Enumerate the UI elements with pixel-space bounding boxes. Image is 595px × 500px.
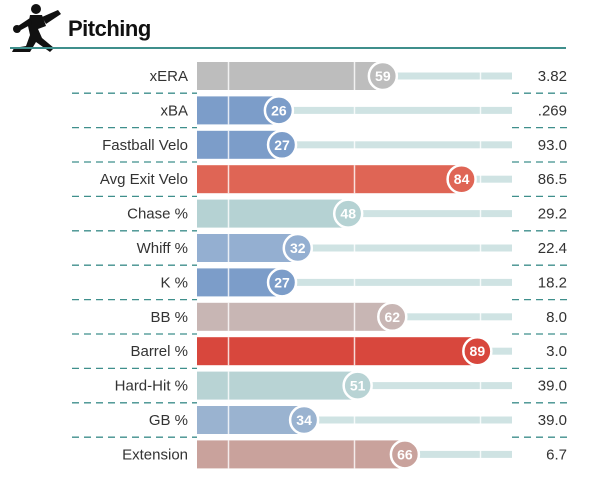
percentile-label: 84 bbox=[454, 171, 470, 187]
percentile-circle bbox=[266, 267, 298, 298]
percentile-circle bbox=[377, 301, 408, 333]
value-label: 22.4 bbox=[538, 240, 567, 257]
metric-label: Hard-Hit % bbox=[115, 378, 188, 395]
percentile-label: 27 bbox=[274, 274, 290, 290]
metric-label: K % bbox=[160, 274, 188, 291]
percentile-bar bbox=[197, 199, 349, 228]
metric-label: xERA bbox=[150, 68, 188, 85]
percentile-label: 32 bbox=[290, 240, 306, 256]
percentile-circle bbox=[263, 95, 295, 126]
percentile-bar bbox=[197, 337, 478, 366]
percentile-circle bbox=[446, 163, 477, 195]
value-label: 39.0 bbox=[538, 378, 567, 395]
metric-label: BB % bbox=[150, 309, 188, 326]
value-label: 6.7 bbox=[546, 446, 567, 463]
percentile-bar bbox=[197, 234, 298, 262]
percentile-circle bbox=[288, 404, 320, 436]
percentile-label: 66 bbox=[397, 446, 413, 462]
percentile-bar bbox=[197, 440, 405, 469]
metric-label: Extension bbox=[122, 446, 188, 463]
percentile-circle bbox=[266, 129, 298, 161]
value-label: 29.2 bbox=[538, 206, 567, 223]
percentile-bar bbox=[197, 406, 305, 434]
percentile-circle bbox=[282, 232, 314, 264]
percentile-label: 48 bbox=[340, 206, 356, 222]
percentile-circle bbox=[342, 370, 373, 401]
percentile-bar bbox=[197, 302, 393, 331]
percentile-label: 26 bbox=[271, 102, 287, 118]
metric-label: Whiff % bbox=[137, 240, 188, 257]
metric-label: Avg Exit Velo bbox=[100, 171, 188, 188]
header: Pitching bbox=[0, 0, 595, 52]
value-label: 3.0 bbox=[546, 343, 567, 360]
percentile-label: 59 bbox=[375, 68, 391, 84]
percentile-circle bbox=[462, 335, 493, 367]
percentile-circle bbox=[389, 439, 421, 470]
percentile-label: 27 bbox=[274, 137, 290, 153]
metric-label: Chase % bbox=[127, 206, 188, 223]
metric-label: xBA bbox=[160, 102, 188, 119]
value-label: 39.0 bbox=[538, 412, 567, 429]
percentile-label: 89 bbox=[470, 343, 486, 359]
metric-label: Barrel % bbox=[130, 343, 188, 360]
value-label: 18.2 bbox=[538, 274, 567, 291]
pitcher-silhouette-icon bbox=[12, 4, 61, 52]
value-label: 93.0 bbox=[538, 137, 567, 154]
percentile-label: 62 bbox=[385, 309, 401, 325]
value-label: 8.0 bbox=[546, 309, 567, 326]
percentile-label: 34 bbox=[296, 412, 312, 428]
title-divider bbox=[10, 47, 566, 49]
metric-label: Fastball Velo bbox=[102, 137, 188, 154]
value-label: 3.82 bbox=[538, 68, 567, 85]
percentile-bar bbox=[197, 371, 358, 400]
value-label: .269 bbox=[538, 102, 567, 119]
value-label: 86.5 bbox=[538, 171, 567, 188]
metric-label: GB % bbox=[149, 412, 188, 429]
page-title: Pitching bbox=[68, 16, 151, 41]
percentile-circle bbox=[367, 60, 399, 92]
percentile-bar bbox=[197, 165, 462, 194]
percentile-circle bbox=[332, 198, 364, 229]
percentile-label: 51 bbox=[350, 378, 366, 394]
